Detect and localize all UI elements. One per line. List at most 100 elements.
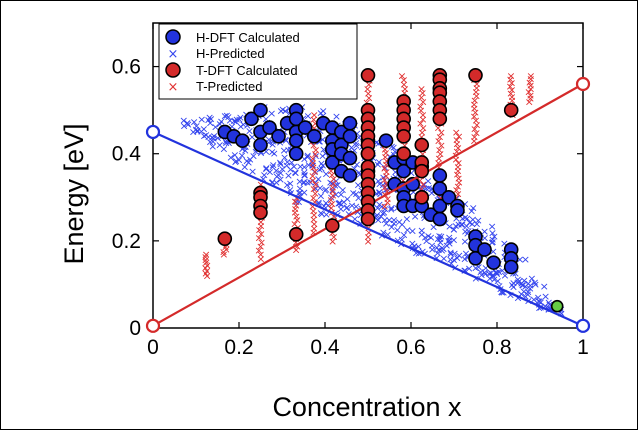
x-tick-label: 0.4 (310, 336, 340, 359)
t-predicted-point: × (472, 90, 481, 103)
t-predicted-point: × (308, 174, 317, 187)
t-predicted-point: × (471, 86, 480, 99)
h-predicted-point: × (544, 296, 553, 309)
h-predicted-point: × (419, 178, 428, 191)
h-predicted-point: × (452, 212, 461, 225)
t-predicted-point: × (327, 168, 336, 181)
h-predicted-point: × (318, 159, 327, 172)
t-predicted-point: × (329, 177, 338, 190)
legend-box (158, 23, 358, 100)
h-predicted-point: × (272, 164, 281, 177)
h-predicted-point: × (236, 111, 245, 124)
h-predicted-point: × (354, 131, 363, 144)
h-calculated-point (262, 120, 277, 135)
h-predicted-point: × (236, 120, 245, 133)
t-endpoint-marker (145, 318, 161, 333)
h-predicted-point: × (319, 199, 328, 212)
h-predicted-point: × (227, 120, 236, 133)
h-predicted-point: × (373, 209, 382, 222)
h-predicted-point: × (276, 173, 285, 186)
t-predicted-point: × (202, 248, 211, 261)
h-predicted-point: × (334, 197, 343, 210)
h-predicted-point: × (308, 155, 317, 168)
h-predicted-point: × (515, 253, 524, 266)
t-predicted-point: × (453, 168, 462, 181)
t-predicted-point: × (380, 173, 389, 186)
h-predicted-point: × (373, 158, 382, 171)
h-predicted-point: × (280, 151, 289, 164)
h-predicted-point: × (389, 213, 398, 226)
t-predicted-point: × (452, 126, 461, 139)
h-predicted-point: × (234, 154, 243, 167)
t-predicted-point: × (524, 86, 533, 99)
h-predicted-point: × (417, 228, 426, 241)
h-predicted-point: × (222, 136, 231, 149)
h-predicted-point: × (183, 117, 192, 130)
t-predicted-point: × (380, 181, 389, 194)
h-predicted-point: × (380, 203, 389, 216)
h-predicted-point: × (374, 137, 383, 150)
h-predicted-point: × (389, 148, 398, 161)
h-predicted-point: × (268, 135, 277, 148)
h-predicted-point: × (374, 175, 383, 188)
h-predicted-point: × (336, 203, 345, 216)
h-predicted-point: × (328, 184, 337, 197)
h-predicted-point: × (282, 159, 291, 172)
h-predicted-point: × (497, 286, 506, 299)
h-predicted-point: × (521, 253, 530, 266)
t-predicted-point: × (453, 164, 462, 177)
h-predicted-point: × (237, 149, 246, 162)
h-predicted-point: × (493, 274, 502, 287)
t-predicted-point: × (201, 262, 210, 275)
h-predicted-point: × (449, 234, 458, 247)
h-predicted-point: × (268, 138, 277, 151)
h-predicted-point: × (523, 288, 532, 301)
h-predicted-point: × (262, 145, 271, 158)
t-predicted-point: × (452, 137, 461, 150)
h-predicted-point: × (356, 208, 365, 221)
h-predicted-point: × (264, 133, 273, 146)
t-predicted-point: × (400, 82, 409, 95)
t-predicted-point: × (292, 244, 301, 257)
h-predicted-point: × (488, 220, 497, 233)
h-predicted-point: × (380, 161, 389, 174)
h-calculated-point (396, 163, 411, 179)
h-calculated-point (297, 120, 313, 135)
h-predicted-point: × (323, 199, 332, 212)
legend-marker-h-predicted: × (168, 47, 179, 62)
h-predicted-point: × (245, 125, 254, 138)
t-predicted-point: × (311, 148, 320, 161)
h-predicted-point: × (375, 198, 384, 211)
h-predicted-point: × (389, 141, 398, 154)
h-predicted-point: × (189, 125, 198, 138)
t-predicted-point: × (293, 214, 302, 227)
h-predicted-point: × (315, 135, 324, 148)
h-predicted-point: × (446, 246, 455, 259)
h-predicted-point: × (270, 147, 279, 160)
h-predicted-point: × (307, 159, 316, 172)
h-predicted-point: × (500, 269, 509, 282)
h-predicted-point: × (481, 268, 490, 281)
h-predicted-point: × (372, 210, 381, 223)
t-predicted-point: × (419, 122, 428, 135)
h-predicted-point: × (428, 243, 437, 256)
h-predicted-point: × (318, 133, 327, 146)
t-predicted-point: × (525, 95, 534, 108)
h-predicted-point: × (260, 168, 269, 181)
x-tick-label: 0.6 (396, 336, 425, 359)
h-predicted-point: × (291, 166, 300, 179)
h-predicted-point: × (518, 279, 527, 292)
t-predicted-point: × (256, 252, 265, 265)
h-predicted-point: × (300, 169, 309, 182)
h-predicted-point: × (281, 133, 290, 146)
x-axis-title: Concentration x (272, 392, 462, 422)
t-predicted-point: × (418, 109, 427, 122)
t-predicted-point: × (256, 215, 265, 228)
h-predicted-point: × (410, 239, 419, 252)
t-calculated-point (253, 205, 268, 220)
h-predicted-point: × (417, 224, 426, 237)
h-predicted-point: × (208, 140, 217, 153)
t-predicted-point: × (453, 187, 462, 200)
h-predicted-point: × (276, 167, 285, 180)
h-predicted-point: × (332, 175, 341, 188)
